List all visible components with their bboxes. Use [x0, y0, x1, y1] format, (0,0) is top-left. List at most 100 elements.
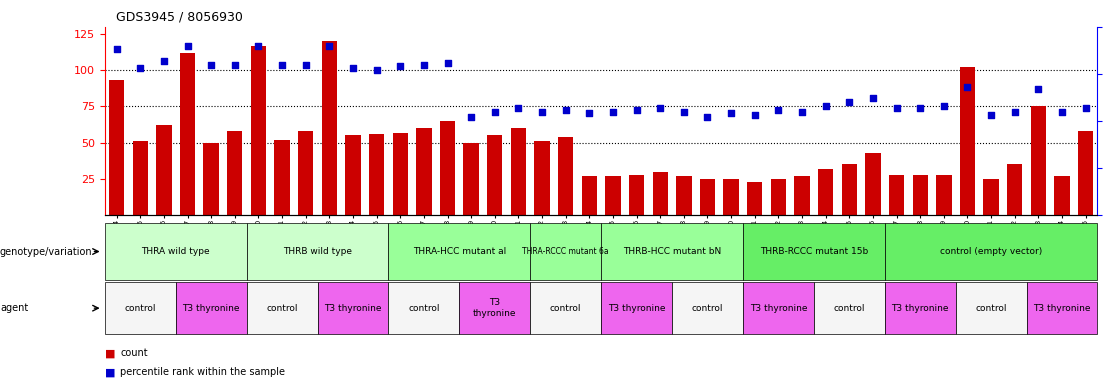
Point [510, 105, 527, 111]
Bar [984, 179, 999, 215]
Text: THRA-HCC mutant al: THRA-HCC mutant al [413, 247, 506, 256]
Text: T3 thyronine: T3 thyronine [1034, 304, 1091, 313]
Bar [440, 121, 456, 215]
Point [840, 99, 858, 105]
Text: T3 thyronine: T3 thyronine [182, 304, 239, 313]
Text: agent: agent [0, 303, 29, 313]
Bar [771, 179, 786, 215]
Point [675, 108, 693, 114]
Bar [581, 176, 597, 215]
Point [533, 108, 550, 114]
Bar [157, 125, 172, 215]
Text: control: control [408, 304, 440, 313]
Point [628, 107, 645, 113]
Text: THRB-RCCC mutant 15b: THRB-RCCC mutant 15b [760, 247, 868, 256]
Bar [250, 46, 266, 215]
Point [959, 84, 976, 90]
Text: T3
thyronine: T3 thyronine [473, 298, 516, 318]
Point [439, 60, 457, 66]
Text: T3 thyronine: T3 thyronine [324, 304, 382, 313]
Text: count: count [120, 348, 148, 358]
Text: control: control [692, 304, 724, 313]
Bar [275, 140, 290, 215]
Bar [180, 53, 195, 215]
Bar [1030, 106, 1046, 215]
Text: control: control [550, 304, 581, 313]
Point [1053, 108, 1071, 114]
Text: percentile rank within the sample: percentile rank within the sample [120, 367, 286, 377]
Text: control: control [834, 304, 865, 313]
Bar [298, 131, 313, 215]
Point [580, 110, 598, 116]
Text: GDS3945 / 8056930: GDS3945 / 8056930 [116, 10, 243, 23]
Bar [558, 137, 574, 215]
Point [888, 105, 906, 111]
Text: THRA-RCCC mutant 6a: THRA-RCCC mutant 6a [523, 247, 609, 256]
Bar [511, 128, 526, 215]
Bar [653, 172, 668, 215]
Point [557, 107, 575, 113]
Point [1006, 108, 1024, 114]
Bar [936, 174, 952, 215]
Bar [227, 131, 243, 215]
Point [179, 43, 196, 49]
Point [226, 61, 244, 68]
Bar [109, 80, 125, 215]
Point [698, 114, 716, 120]
Point [156, 58, 173, 64]
Point [935, 103, 953, 109]
Bar [676, 176, 692, 215]
Bar [747, 182, 762, 215]
Point [274, 61, 291, 68]
Point [1077, 105, 1094, 111]
Bar [345, 136, 361, 215]
Point [604, 108, 622, 114]
Text: control (empty vector): control (empty vector) [940, 247, 1042, 256]
Bar [488, 136, 503, 215]
Point [131, 65, 149, 71]
Point [911, 105, 929, 111]
Bar [699, 179, 715, 215]
Point [1029, 86, 1047, 92]
Point [344, 65, 362, 71]
Bar [393, 132, 408, 215]
Bar [724, 179, 739, 215]
Text: control: control [266, 304, 298, 313]
Point [392, 63, 409, 70]
Bar [368, 134, 384, 215]
Point [722, 110, 740, 116]
Text: THRB-HCC mutant bN: THRB-HCC mutant bN [623, 247, 721, 256]
Bar [534, 141, 549, 215]
Bar [960, 68, 975, 215]
Bar [865, 153, 880, 215]
Text: genotype/variation: genotype/variation [0, 247, 93, 257]
Point [297, 61, 314, 68]
Point [793, 108, 811, 114]
Bar [794, 176, 810, 215]
Text: THRB wild type: THRB wild type [283, 247, 352, 256]
Text: T3 thyronine: T3 thyronine [750, 304, 807, 313]
Point [486, 108, 504, 114]
Text: ■: ■ [105, 367, 116, 377]
Text: control: control [975, 304, 1007, 313]
Point [817, 103, 835, 109]
Point [249, 43, 267, 49]
Point [652, 105, 670, 111]
Point [864, 95, 881, 101]
Text: THRA wild type: THRA wild type [141, 247, 210, 256]
Point [983, 112, 1000, 118]
Text: control: control [125, 304, 156, 313]
Bar [203, 143, 218, 215]
Bar [463, 143, 479, 215]
Bar [629, 174, 644, 215]
Bar [1007, 164, 1022, 215]
Bar [1078, 131, 1093, 215]
Text: T3 thyronine: T3 thyronine [608, 304, 665, 313]
Point [367, 67, 385, 73]
Point [746, 112, 763, 118]
Bar [322, 41, 338, 215]
Point [108, 46, 126, 53]
Bar [1054, 176, 1070, 215]
Bar [818, 169, 834, 215]
Text: T3 thyronine: T3 thyronine [891, 304, 949, 313]
